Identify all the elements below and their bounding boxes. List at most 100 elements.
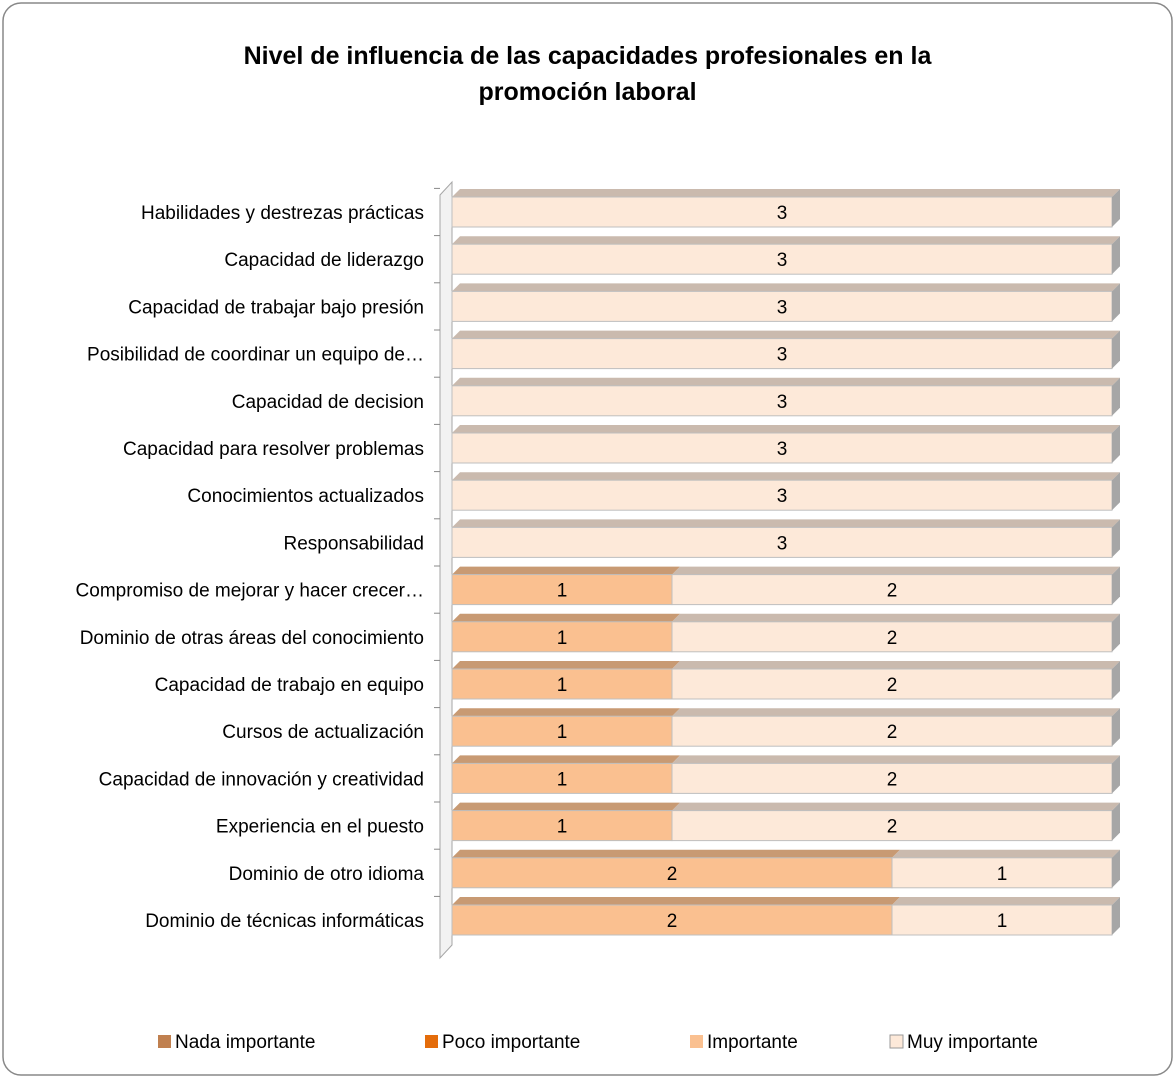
bar-top: [672, 566, 1120, 575]
y-tick-label: Posibilidad de coordinar un equipo de…: [87, 345, 424, 366]
y-tick-label: Experiencia en el puesto: [216, 817, 424, 838]
bar-top: [452, 708, 680, 717]
y-tick-label: Capacidad de decision: [232, 392, 424, 413]
bar: [451, 479, 1113, 511]
bar: [451, 432, 1113, 464]
data-label: 1: [557, 581, 568, 602]
y-tick-label: Dominio de otras áreas del conocimiento: [80, 628, 424, 649]
legend-label: Poco importante: [442, 1032, 580, 1053]
bar: [451, 668, 673, 700]
bar-side: [1112, 708, 1120, 747]
y-tick-label: Dominio de otro idioma: [229, 864, 425, 885]
bar-side: [1112, 189, 1120, 227]
bar-top: [672, 802, 1120, 811]
data-label: 1: [557, 817, 568, 838]
y-tick-label: Compromiso de mejorar y hacer crecer…: [76, 581, 424, 602]
chart-title: Nivel de influencia de las capacidades p…: [243, 42, 932, 106]
data-label: 1: [997, 864, 1008, 885]
legend-swatch: [425, 1035, 438, 1048]
y-tick-label: Habilidades y destrezas prácticas: [141, 203, 424, 224]
y-tick-label: Dominio de técnicas informáticas: [145, 911, 424, 932]
bar-side: [1112, 425, 1120, 463]
bar-side: [1112, 897, 1120, 935]
data-label: 3: [777, 439, 788, 460]
bar: [451, 385, 1113, 417]
data-label: 1: [557, 628, 568, 649]
bar-side: [1112, 236, 1120, 275]
bar-top: [452, 661, 680, 669]
bar-top: [452, 849, 900, 858]
data-label: 2: [667, 911, 678, 932]
data-label: 2: [667, 864, 678, 885]
legend-label: Importante: [707, 1032, 798, 1053]
y-tick-label: Capacidad para resolver problemas: [123, 439, 424, 460]
data-label: 3: [777, 533, 788, 554]
bar: [671, 574, 1113, 606]
bar-side: [1112, 613, 1120, 652]
bar-top: [452, 613, 680, 622]
bar-side: [1112, 519, 1120, 558]
bar: [451, 526, 1113, 558]
bar: [451, 338, 1113, 370]
bar-top: [452, 472, 1120, 481]
data-label: 2: [887, 722, 898, 743]
bar: [451, 904, 893, 936]
bar: [451, 857, 893, 889]
bar: [451, 715, 673, 747]
bar-top: [452, 566, 680, 575]
data-label: 2: [887, 817, 898, 838]
plot-area: [439, 180, 453, 960]
data-label: 1: [557, 722, 568, 743]
bar-top: [452, 802, 680, 811]
bar-top: [452, 189, 1120, 197]
bar-top: [672, 661, 1120, 669]
data-label: 3: [777, 486, 788, 507]
bar: [671, 810, 1113, 842]
bar-top: [452, 519, 1120, 528]
legend-swatch: [158, 1035, 171, 1048]
data-label: 3: [777, 250, 788, 271]
bar-side: [1112, 661, 1120, 699]
y-tick-label: Conocimientos actualizados: [187, 486, 424, 507]
data-label: 1: [997, 911, 1008, 932]
data-label: 3: [777, 297, 788, 318]
bar-top: [452, 425, 1120, 433]
data-label: 1: [557, 675, 568, 696]
data-label: 3: [777, 392, 788, 413]
legend-swatch: [690, 1035, 703, 1048]
bar: [451, 243, 1113, 275]
bar: [671, 621, 1113, 653]
legend-swatch: [889, 1034, 904, 1049]
data-label: 2: [887, 581, 898, 602]
y-tick-label: Responsabilidad: [284, 533, 425, 554]
bar-side: [1112, 330, 1120, 369]
bar: [451, 196, 1113, 228]
bar: [891, 904, 1113, 936]
legend-label: Nada importante: [175, 1032, 315, 1053]
y-tick-label: Capacidad de liderazgo: [224, 250, 424, 271]
bar-side: [1112, 802, 1120, 841]
bar-side: [1112, 849, 1120, 888]
bar-top: [452, 330, 1120, 339]
data-label: 2: [887, 675, 898, 696]
bar-top: [452, 283, 1120, 292]
data-label: 3: [777, 345, 788, 366]
bar-top: [452, 236, 1120, 245]
bar-top: [452, 897, 900, 905]
bar-top: [672, 708, 1120, 717]
legend-label: Muy importante: [907, 1032, 1038, 1053]
axis-wall: [439, 180, 453, 960]
data-label: 1: [557, 769, 568, 790]
bar-side: [1112, 377, 1120, 416]
bar: [451, 810, 673, 842]
data-label: 3: [777, 203, 788, 224]
data-label: 2: [887, 769, 898, 790]
bar-side: [1112, 755, 1120, 794]
y-tick-label: Capacidad de trabajar bajo presión: [128, 297, 424, 318]
bar: [451, 762, 673, 794]
bar-top: [892, 897, 1120, 905]
bar: [451, 574, 673, 606]
bar: [451, 290, 1113, 322]
bar-top: [452, 755, 680, 764]
